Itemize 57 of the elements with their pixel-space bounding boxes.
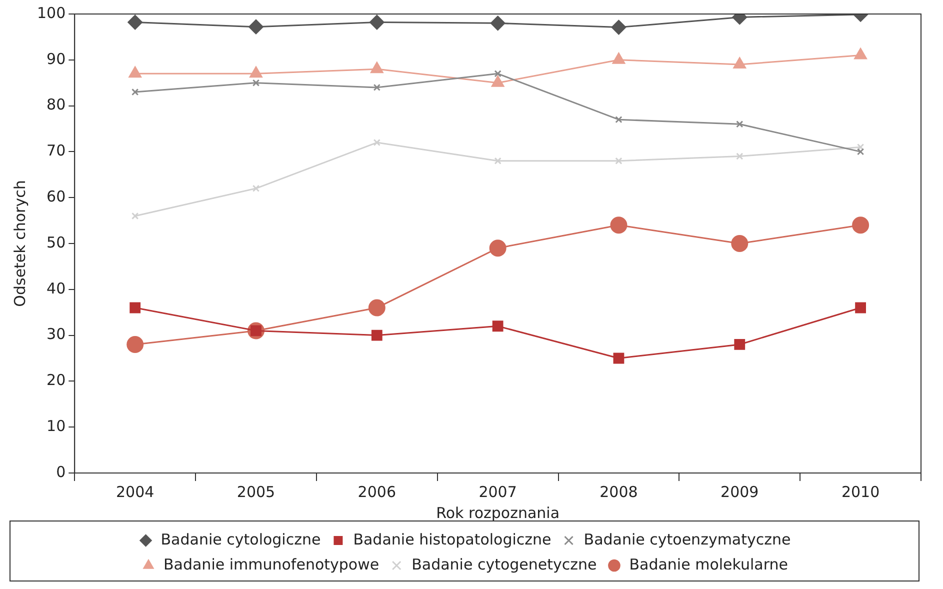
legend-label: Badanie cytoenzymatyczne <box>584 530 791 548</box>
point <box>852 216 870 234</box>
point <box>371 330 382 341</box>
point <box>494 70 502 78</box>
x-tick-label: 2004 <box>116 482 154 501</box>
point <box>734 339 746 350</box>
legend-label: Badanie histopatologiczne <box>353 530 552 548</box>
y-axis-title: Odsetek chorych <box>10 180 29 307</box>
y-tick-label: 100 <box>36 4 66 22</box>
x-axis-title: Rok rozpoznania <box>436 504 560 522</box>
point <box>613 352 624 364</box>
y-tick-label: 20 <box>46 371 66 390</box>
point <box>248 19 264 34</box>
point <box>130 302 141 314</box>
y-tick-label: 10 <box>46 416 66 435</box>
x-tick-label: 2005 <box>236 482 276 501</box>
y-tick-label: 60 <box>46 187 66 206</box>
point <box>252 184 260 192</box>
y-tick-label: 40 <box>46 279 66 298</box>
x-tick-label: 2007 <box>478 482 517 501</box>
legend-label: Badanie molekularne <box>629 555 788 574</box>
y-tick-label: 90 <box>46 50 66 68</box>
legend-label: Badanie cytologiczne <box>160 530 321 548</box>
x-tick-label: 2006 <box>358 482 396 501</box>
point <box>856 144 864 151</box>
y-tick-label: 0 <box>56 462 66 481</box>
point <box>128 14 143 30</box>
point <box>611 20 626 35</box>
point <box>610 216 628 234</box>
point <box>731 235 748 252</box>
x-tick-label: 2010 <box>841 482 880 501</box>
y-tick-label: 30 <box>46 325 66 344</box>
point <box>736 152 744 160</box>
point <box>615 116 622 124</box>
y-tick-label: 50 <box>46 233 66 252</box>
point <box>368 299 386 316</box>
point <box>736 120 744 128</box>
legend-label: Badanie immunofenotypowe <box>163 555 380 574</box>
point <box>373 84 380 92</box>
point <box>855 302 866 314</box>
point <box>856 148 864 156</box>
point <box>492 320 504 332</box>
point <box>490 16 506 31</box>
point <box>126 336 144 353</box>
point <box>494 157 502 164</box>
y-tick-label: 80 <box>46 96 66 114</box>
point <box>615 157 622 164</box>
point <box>132 88 139 96</box>
point <box>132 212 139 220</box>
y-tick-label: 70 <box>46 142 66 160</box>
x-tick-label: 2008 <box>600 482 638 501</box>
legend-label: Badanie cytogenetyczne <box>412 555 597 574</box>
point <box>252 79 260 86</box>
point <box>373 138 380 146</box>
x-tick-label: 2009 <box>720 482 759 501</box>
point <box>369 14 384 30</box>
point <box>489 240 506 257</box>
